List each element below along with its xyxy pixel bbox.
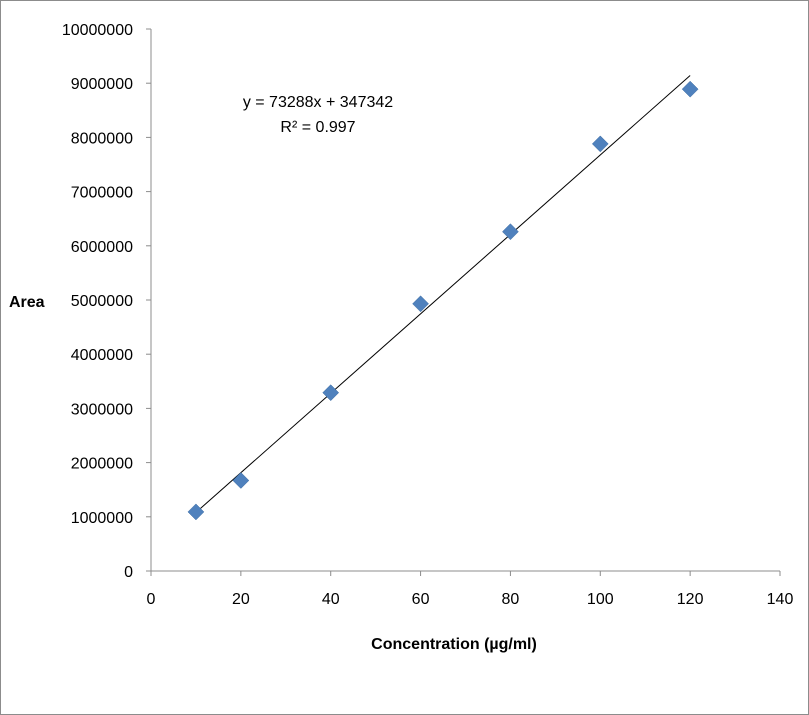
data-point bbox=[412, 295, 429, 313]
y-axis-title: Area bbox=[9, 294, 45, 311]
y-tick-label: 10000000 bbox=[62, 22, 133, 39]
y-tick-label: 8000000 bbox=[71, 130, 133, 147]
y-tick-label: 9000000 bbox=[71, 76, 133, 93]
y-tick-label: 7000000 bbox=[71, 185, 133, 202]
data-points bbox=[187, 80, 699, 521]
x-tick-label: 80 bbox=[502, 591, 520, 608]
data-point bbox=[591, 135, 609, 153]
x-axis-title: Concentration (µg/ml) bbox=[371, 636, 537, 653]
trendline-r-squared: R² = 0.997 bbox=[280, 119, 355, 136]
y-tick-label: 2000000 bbox=[71, 456, 133, 473]
trendline-group bbox=[195, 75, 691, 513]
y-tick-label: 0 bbox=[124, 564, 133, 581]
data-point bbox=[187, 503, 205, 521]
trendline-equation: y = 73288x + 347342 bbox=[243, 94, 393, 111]
y-tick-label: 4000000 bbox=[71, 347, 133, 364]
x-tick-label: 140 bbox=[767, 591, 794, 608]
y-tick-label: 1000000 bbox=[71, 510, 133, 527]
x-tick-label: 120 bbox=[677, 591, 704, 608]
y-tick-label: 5000000 bbox=[71, 293, 133, 310]
trendline bbox=[195, 75, 691, 513]
x-tick-label: 100 bbox=[587, 591, 614, 608]
x-tick-label: 0 bbox=[147, 591, 156, 608]
x-tick-label: 40 bbox=[322, 591, 340, 608]
axis-ticks: 0 20 40 60 80 100 120 140 0 1000000 2000000 3000000… bbox=[62, 22, 794, 608]
y-tick-label: 3000000 bbox=[71, 401, 133, 418]
data-point bbox=[681, 80, 699, 98]
x-tick-label: 60 bbox=[412, 591, 430, 608]
y-tick-label: 6000000 bbox=[71, 239, 133, 256]
x-tick-label: 20 bbox=[232, 591, 250, 608]
data-point bbox=[502, 223, 519, 241]
data-point bbox=[322, 384, 340, 402]
data-point bbox=[232, 472, 250, 489]
